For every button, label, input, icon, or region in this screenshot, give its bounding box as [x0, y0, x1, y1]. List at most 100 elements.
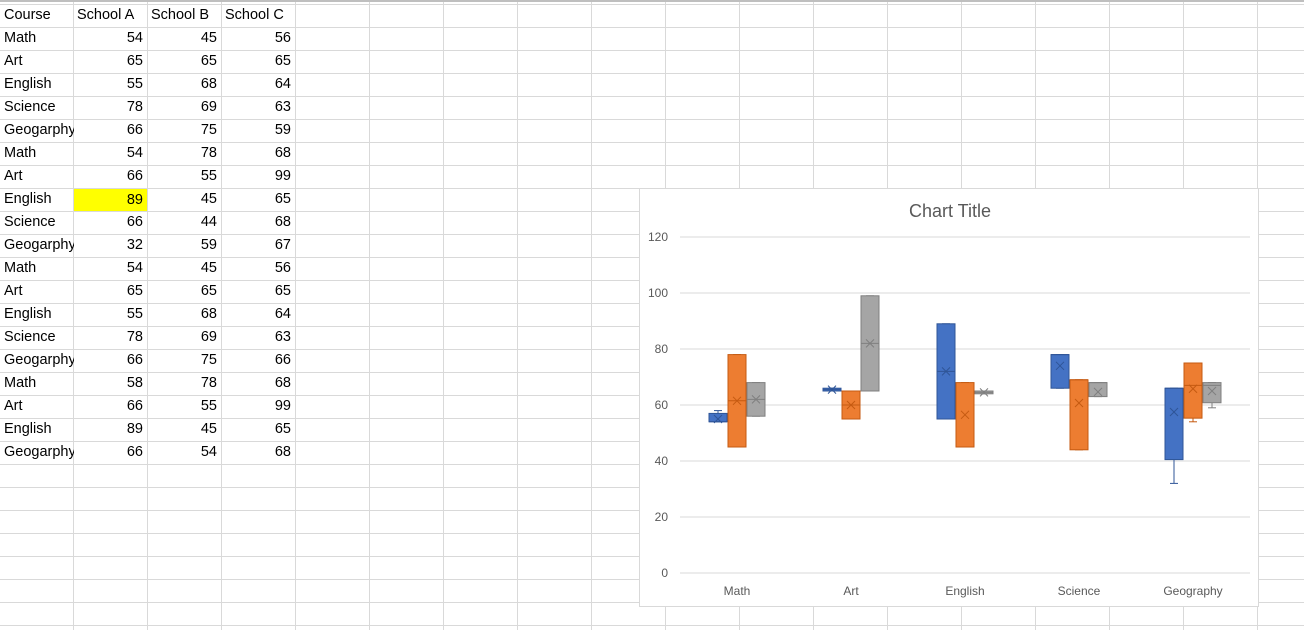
score-cell[interactable]: 99: [274, 398, 291, 414]
course-cell[interactable]: Science: [4, 99, 56, 115]
score-cell[interactable]: 68: [274, 375, 291, 391]
score-cell[interactable]: 69: [200, 329, 217, 345]
box-1-1[interactable]: [841, 390, 861, 420]
score-cell[interactable]: 54: [126, 30, 143, 46]
score-cell[interactable]: 66: [126, 352, 143, 368]
header-cell[interactable]: School C: [225, 7, 284, 23]
score-cell[interactable]: 44: [200, 214, 217, 230]
header-cell[interactable]: Course: [4, 7, 51, 23]
box-0-0[interactable]: [708, 410, 728, 424]
score-cell[interactable]: 68: [274, 145, 291, 161]
score-cell[interactable]: 68: [274, 214, 291, 230]
course-cell[interactable]: Geogarphy: [4, 122, 74, 138]
score-cell[interactable]: 65: [200, 53, 217, 69]
score-cell[interactable]: 55: [126, 306, 143, 322]
score-cell[interactable]: 56: [274, 260, 291, 276]
score-cell[interactable]: 65: [126, 53, 143, 69]
course-cell[interactable]: Art: [4, 53, 23, 69]
course-cell[interactable]: English: [4, 421, 52, 437]
score-cell[interactable]: 66: [126, 214, 143, 230]
course-cell[interactable]: Geogarphy: [4, 444, 74, 460]
box-2-3[interactable]: [1088, 382, 1108, 398]
box-2-2[interactable]: [974, 388, 994, 397]
score-cell[interactable]: 67: [274, 237, 291, 253]
score-cell[interactable]: 63: [274, 329, 291, 345]
score-cell[interactable]: 55: [126, 76, 143, 92]
chart-title[interactable]: Chart Title: [909, 201, 991, 221]
score-cell[interactable]: 65: [274, 191, 291, 207]
score-cell[interactable]: 65: [274, 283, 291, 299]
box-0-2[interactable]: [936, 323, 956, 420]
score-cell[interactable]: 32: [126, 237, 143, 253]
score-cell[interactable]: 78: [126, 329, 143, 345]
header-cell[interactable]: School B: [151, 7, 210, 23]
score-cell[interactable]: 54: [126, 145, 143, 161]
score-cell[interactable]: 58: [126, 375, 143, 391]
course-cell[interactable]: Art: [4, 283, 23, 299]
box-1-2[interactable]: [955, 382, 975, 448]
course-cell[interactable]: Geogarphy: [4, 352, 74, 368]
course-cell[interactable]: English: [4, 306, 52, 322]
course-cell[interactable]: Math: [4, 145, 37, 161]
mean-marker: [1169, 407, 1179, 417]
course-cell[interactable]: Art: [4, 168, 23, 184]
header-cell[interactable]: School A: [77, 7, 135, 23]
course-cell[interactable]: Math: [4, 375, 37, 391]
score-cell[interactable]: 89: [74, 189, 147, 211]
box-0-1[interactable]: [822, 385, 842, 394]
score-cell[interactable]: 63: [274, 99, 291, 115]
score-cell[interactable]: 45: [200, 191, 217, 207]
score-cell[interactable]: 59: [274, 122, 291, 138]
score-cell[interactable]: 54: [126, 260, 143, 276]
score-cell[interactable]: 65: [274, 53, 291, 69]
course-cell[interactable]: Geogarphy: [4, 237, 74, 253]
box-1-3[interactable]: [1069, 379, 1089, 451]
score-cell[interactable]: 68: [274, 444, 291, 460]
mean-marker: [1093, 387, 1103, 397]
score-cell[interactable]: 45: [200, 421, 217, 437]
score-cell[interactable]: 69: [200, 99, 217, 115]
box-2-4[interactable]: [1202, 382, 1222, 409]
score-cell[interactable]: 65: [274, 421, 291, 437]
course-cell[interactable]: Math: [4, 260, 37, 276]
score-cell[interactable]: 66: [126, 122, 143, 138]
score-cell[interactable]: 75: [200, 352, 217, 368]
course-cell[interactable]: Science: [4, 214, 56, 230]
score-cell[interactable]: 78: [126, 99, 143, 115]
score-cell[interactable]: 89: [126, 421, 143, 437]
score-cell[interactable]: 75: [200, 122, 217, 138]
course-cell[interactable]: Math: [4, 30, 37, 46]
score-cell[interactable]: 65: [200, 283, 217, 299]
box-2-1[interactable]: [860, 295, 880, 392]
course-cell[interactable]: English: [4, 76, 52, 92]
score-cell[interactable]: 66: [274, 352, 291, 368]
course-cell[interactable]: Art: [4, 398, 23, 414]
box-2-0[interactable]: [746, 382, 766, 417]
score-cell[interactable]: 54: [200, 444, 217, 460]
score-cell[interactable]: 66: [126, 168, 143, 184]
score-cell[interactable]: 65: [126, 283, 143, 299]
score-cell[interactable]: 68: [200, 76, 217, 92]
box-0-3[interactable]: [1050, 354, 1070, 389]
score-cell[interactable]: 66: [126, 398, 143, 414]
course-cell[interactable]: Science: [4, 329, 56, 345]
score-cell[interactable]: 64: [274, 76, 291, 92]
score-cell[interactable]: 56: [274, 30, 291, 46]
score-cell[interactable]: 64: [274, 306, 291, 322]
score-cell[interactable]: 55: [200, 398, 217, 414]
score-cell[interactable]: 68: [200, 306, 217, 322]
box-0-4[interactable]: [1164, 387, 1184, 484]
score-cell[interactable]: 45: [200, 260, 217, 276]
score-cell[interactable]: 59: [200, 237, 217, 253]
mean-marker: [941, 367, 951, 376]
course-cell[interactable]: English: [4, 191, 52, 207]
score-cell[interactable]: 55: [200, 168, 217, 184]
score-cell[interactable]: 99: [274, 168, 291, 184]
score-cell[interactable]: 66: [126, 444, 143, 460]
box-1-4[interactable]: [1183, 362, 1203, 423]
box-1-0[interactable]: [727, 354, 747, 448]
score-cell[interactable]: 78: [200, 375, 217, 391]
score-cell[interactable]: 45: [200, 30, 217, 46]
score-cell[interactable]: 78: [200, 145, 217, 161]
box-plot-chart[interactable]: Chart Title 0 20 40 60 80 100 120 Math Art Englis…: [639, 188, 1259, 607]
